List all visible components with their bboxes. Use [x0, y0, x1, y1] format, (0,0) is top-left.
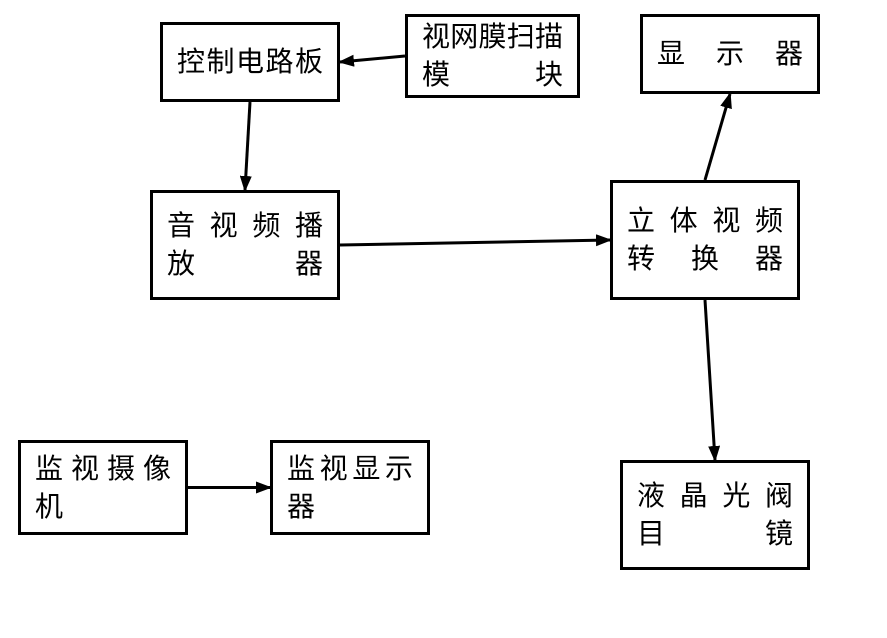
edge-av_player-to-stereo_converter [340, 240, 610, 245]
node-label: 监视显示器 [287, 450, 413, 526]
node-display: 显示器 [640, 14, 820, 94]
node-control_board: 控制电路板 [160, 22, 340, 102]
edge-stereo_converter-to-lcd_eyepiece [705, 300, 715, 460]
node-label: 显示器 [657, 35, 803, 73]
node-av_player: 音视频播放 器 [150, 190, 340, 300]
node-retina_scan: 视网膜扫描模块 [405, 14, 580, 98]
node-label: 控制电路板 [177, 43, 323, 81]
node-stereo_converter: 立体视频转 换 器 [610, 180, 800, 300]
node-lcd_eyepiece: 液晶光阀目 镜 [620, 460, 810, 570]
node-label: 液晶光阀目 镜 [637, 477, 793, 553]
node-monitor_display: 监视显示器 [270, 440, 430, 535]
diagram-canvas: 控制电路板 视网膜扫描模块 显示器音视频播放 器 立体视频转 换 器监视摄像机 监视显示… [0, 0, 887, 638]
node-label: 监视摄像机 [35, 450, 171, 526]
node-label: 音视频播放 器 [167, 207, 323, 283]
node-label: 视网膜扫描模块 [422, 18, 563, 94]
edge-retina_scan-to-control_board [340, 56, 405, 62]
edge-stereo_converter-to-display [705, 94, 730, 180]
node-monitor_camera: 监视摄像机 [18, 440, 188, 535]
edge-control_board-to-av_player [245, 102, 250, 190]
node-label: 立体视频转 换 器 [627, 202, 783, 278]
